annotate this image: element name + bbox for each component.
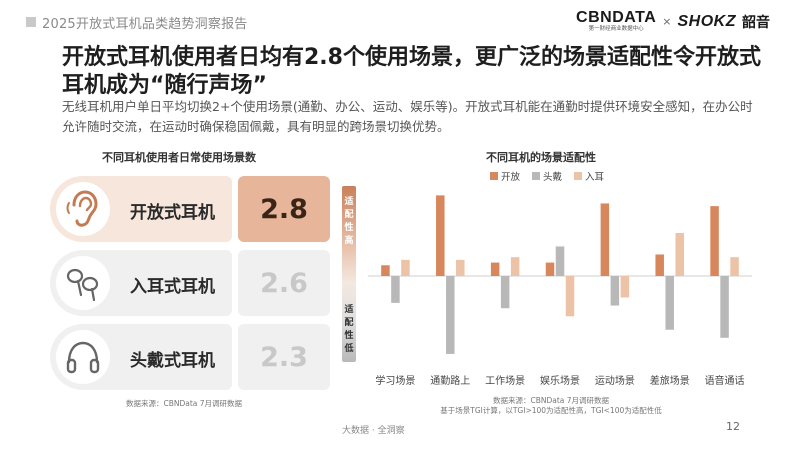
chart-bar [730,257,739,276]
right-source-line1: 数据来源：CBNData 7月调研数据 [492,396,610,405]
category-label: 通勤路上 [430,374,470,386]
ear-icon [56,182,110,236]
legend-swatch [490,172,498,180]
header-square-icon [26,17,36,27]
chart-bar [381,265,390,276]
card-value: 2.6 [238,250,330,316]
chart-legend: 开放 头戴 入耳 [490,169,604,183]
chart-bar [600,203,610,276]
chart-bar [490,262,500,276]
legend-item: 头戴 [532,169,562,183]
brand-logos: CBNDATA 第一财经商业数据中心 × SHOKZ 韶音 [576,10,770,33]
cbndata-sub: 第一财经商业数据中心 [588,26,644,32]
legend-item: 开放 [490,169,520,183]
right-panel-title: 不同耳机的场景适配性 [486,151,596,164]
category-label: 工作场景 [485,374,525,386]
report-title: 2025开放式耳机品类趋势洞察报告 [42,17,248,32]
card-name: 入耳式耳机 [130,277,215,297]
chart-bar [565,276,575,317]
chart-bar [456,259,465,276]
card-name: 头戴式耳机 [130,351,215,371]
left-panel-title: 不同耳机使用者日常使用场景数 [102,151,256,164]
scene-card-headphones: 头戴式耳机 2.3 [50,324,330,390]
chart-bar [500,276,510,309]
right-source-line2: 基于场景TGI计算，以TGI>100为适配性高，TGI<100为适配性低 [440,406,662,415]
chart-bar [401,259,410,276]
category-label: 学习场景 [375,374,415,386]
chart-bar [510,257,520,276]
chart-bar [610,276,620,306]
cbndata-name: CBNDATA [576,9,657,26]
chart-bar [720,276,729,338]
headphones-icon [56,330,110,384]
cbndata-logo: CBNDATA 第一财经商业数据中心 [576,10,656,33]
scene-card-open: 开放式耳机 2.8 [50,176,330,242]
category-label: 语音通话 [705,374,745,386]
chart-bar [620,276,630,298]
legend-item: 入耳 [574,169,604,183]
chart-bar [545,262,555,276]
scene-card-in-ear: 入耳式耳机 2.6 [50,250,330,316]
chart-bar [710,206,719,276]
scene-adaptability-chart: 学习场景 通勤路上 工作场景 娱乐场景 运动场景 差旅场景 语音通话 [368,195,752,386]
chart-bar [436,195,445,276]
shokz-logo: SHOKZ [677,12,736,30]
chart-bar [391,276,400,303]
legend-label: 入耳 [585,172,605,183]
category-label: 娱乐场景 [540,374,580,386]
earbuds-icon [56,256,110,310]
chart-bar [555,246,565,276]
category-label: 运动场景 [595,374,635,386]
card-value: 2.8 [238,176,330,242]
page-title: 开放式耳机使用者日均有2.8个使用场景，更广泛的场景适配性令开放式耳机成为“随行… [62,45,761,98]
card-name: 开放式耳机 [130,203,215,223]
shokz-cn-logo: 韶音 [742,14,770,31]
page-description: 无线耳机用户单日平均切换2+个使用场景(通勤、办公、运动、娱乐等)。开放式耳机能… [62,99,753,134]
page-number: 12 [726,420,740,433]
chart-bar [665,276,674,330]
right-source-note: 数据来源：CBNData 7月调研数据 基于场景TGI计算，以TGI>100为适… [436,396,666,416]
card-value: 2.3 [238,324,330,390]
left-source-note: 数据来源：CBNData 7月调研数据 [126,399,243,408]
chart-bar [675,233,684,276]
legend-label: 头戴 [543,172,563,183]
adaptability-scale-bar [342,186,356,362]
brand-separator: × [662,15,672,28]
category-label: 差旅场景 [650,374,690,386]
chart-bar [655,254,664,276]
scale-low-label: 适配性低 [344,305,354,354]
legend-swatch [574,172,583,180]
legend-label: 开放 [501,172,521,183]
scale-high-label: 适配性高 [344,197,354,246]
legend-swatch [532,172,541,180]
chart-bar [446,276,455,354]
footer-slogan: 大数据 · 全洞察 [342,426,405,436]
